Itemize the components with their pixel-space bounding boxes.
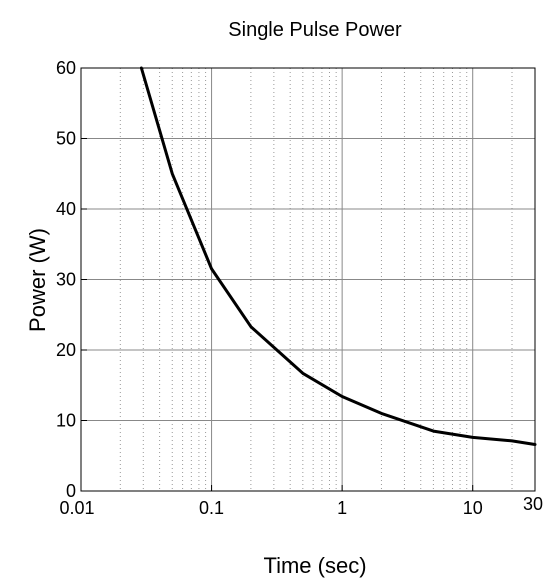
y-tick-labels: 0 10 20 30 40 50 60 [56, 58, 76, 501]
x-tick-label: 10 [463, 498, 483, 518]
x-tick-label: 0.1 [199, 498, 224, 518]
series-line [139, 66, 537, 446]
x-tick-label: 0.01 [59, 498, 94, 518]
major-grid [81, 68, 535, 491]
series-group [139, 66, 537, 446]
y-tick-label: 50 [56, 129, 76, 149]
x-tick-labels: 0.01 0.1 1 10 30 [59, 494, 543, 518]
y-tick-label: 10 [56, 411, 76, 431]
chart-title: Single Pulse Power [228, 19, 402, 41]
y-tick-label: 60 [56, 58, 76, 78]
y-axis-title: Power (W) [25, 228, 50, 332]
y-tick-label: 30 [56, 270, 76, 290]
x-tick-label: 30 [523, 494, 543, 514]
y-tick-label: 20 [56, 340, 76, 360]
axis-ticks [80, 67, 536, 492]
x-axis-title: Time (sec) [263, 553, 366, 578]
y-tick-label: 0 [66, 481, 76, 501]
x-tick-label: 1 [337, 498, 347, 518]
y-tick-label: 40 [56, 199, 76, 219]
